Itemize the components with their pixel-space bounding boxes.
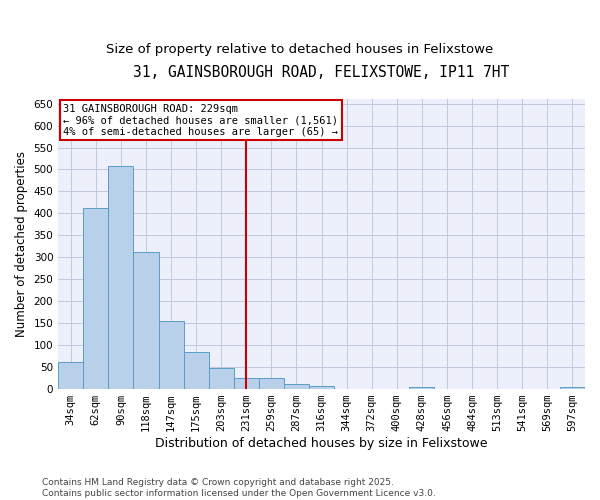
Bar bbox=[560, 387, 585, 389]
Bar bbox=[133, 252, 158, 389]
Bar bbox=[209, 368, 234, 389]
Text: 31 GAINSBOROUGH ROAD: 229sqm
← 96% of detached houses are smaller (1,561)
4% of : 31 GAINSBOROUGH ROAD: 229sqm ← 96% of de… bbox=[64, 104, 338, 137]
Bar bbox=[234, 378, 259, 389]
X-axis label: Distribution of detached houses by size in Felixstowe: Distribution of detached houses by size … bbox=[155, 437, 488, 450]
Text: Size of property relative to detached houses in Felixstowe: Size of property relative to detached ho… bbox=[106, 42, 494, 56]
Bar bbox=[83, 208, 109, 389]
Title: 31, GAINSBOROUGH ROAD, FELIXSTOWE, IP11 7HT: 31, GAINSBOROUGH ROAD, FELIXSTOWE, IP11 … bbox=[133, 65, 510, 80]
Bar bbox=[184, 352, 209, 389]
Bar bbox=[309, 386, 334, 389]
Bar bbox=[109, 166, 133, 389]
Y-axis label: Number of detached properties: Number of detached properties bbox=[15, 151, 28, 337]
Bar bbox=[284, 384, 309, 389]
Bar bbox=[158, 321, 184, 389]
Bar bbox=[259, 378, 284, 389]
Bar bbox=[409, 387, 434, 389]
Bar bbox=[58, 362, 83, 389]
Text: Contains HM Land Registry data © Crown copyright and database right 2025.
Contai: Contains HM Land Registry data © Crown c… bbox=[42, 478, 436, 498]
